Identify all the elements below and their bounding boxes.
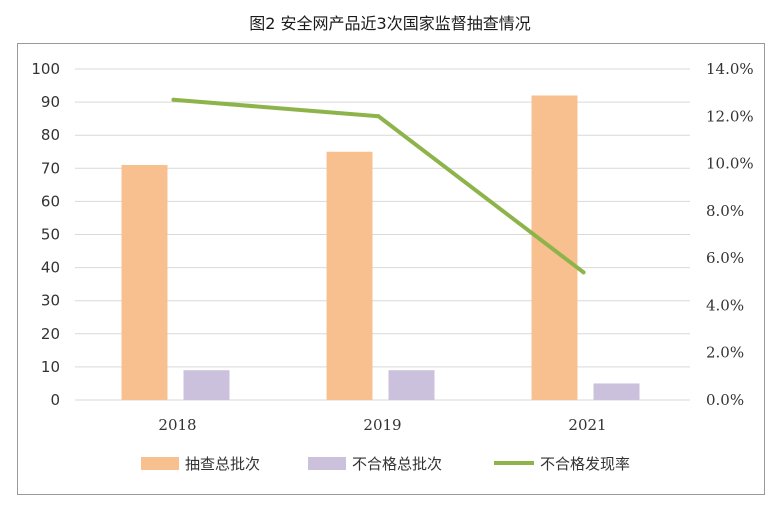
y-right-tick-label: 14.0% <box>706 60 754 78</box>
x-tick-label: 2018 <box>158 416 196 434</box>
legend-item-inspected: 抽查总批次 <box>141 450 260 476</box>
legend: 抽查总批次 不合格总批次 不合格发现率 <box>0 450 780 476</box>
y-left-tick-label: 40 <box>41 259 60 277</box>
point-fail-rate-2021 <box>581 270 586 275</box>
legend-swatch-fail-rate <box>494 461 534 465</box>
point-fail-rate-2019 <box>376 114 381 119</box>
y-right-tick-label: 2.0% <box>706 344 744 362</box>
y-right-tick-label: 8.0% <box>706 202 744 220</box>
x-tick-label: 2019 <box>363 416 401 434</box>
legend-item-fail-rate: 不合格发现率 <box>494 450 630 476</box>
bar-inspected-2019 <box>326 151 373 400</box>
y-left-tick-label: 50 <box>41 226 60 244</box>
y-left-tick-label: 30 <box>41 292 60 310</box>
y-left-tick-label: 90 <box>41 93 60 111</box>
legend-swatch-failed <box>308 456 346 470</box>
y-left-tick-label: 80 <box>41 126 60 144</box>
bar-failed-2021 <box>593 383 640 400</box>
legend-label-failed: 不合格总批次 <box>352 454 443 473</box>
y-right-tick-label: 10.0% <box>706 155 754 173</box>
y-left-tick-label: 60 <box>41 192 60 210</box>
y-right-tick-label: 12.0% <box>706 107 754 125</box>
y-right-tick-label: 4.0% <box>706 296 744 314</box>
legend-swatch-inspected <box>141 456 179 470</box>
y-left-tick-label: 10 <box>41 358 60 376</box>
y-left-tick-label: 0 <box>50 391 60 409</box>
legend-label-inspected: 抽查总批次 <box>185 454 261 473</box>
chart-frame <box>17 43 765 495</box>
y-right-tick-label: 6.0% <box>706 249 744 267</box>
y-left-tick-label: 70 <box>41 159 60 177</box>
bar-inspected-2021 <box>531 95 578 400</box>
x-tick-label: 2021 <box>568 416 606 434</box>
bar-failed-2018 <box>183 370 230 400</box>
legend-label-fail-rate: 不合格发现率 <box>540 454 631 473</box>
y-left-tick-label: 20 <box>41 325 60 343</box>
y-left-tick-label: 100 <box>31 60 60 78</box>
bar-failed-2019 <box>388 370 435 400</box>
point-fail-rate-2018 <box>171 97 176 102</box>
legend-item-failed: 不合格总批次 <box>308 450 442 476</box>
y-right-tick-label: 0.0% <box>706 391 744 409</box>
chart-title: 图2 安全网产品近3次国家监督抽查情况 <box>249 14 531 33</box>
line-fail-rate <box>171 97 586 275</box>
bar-inspected-2018 <box>121 164 168 400</box>
